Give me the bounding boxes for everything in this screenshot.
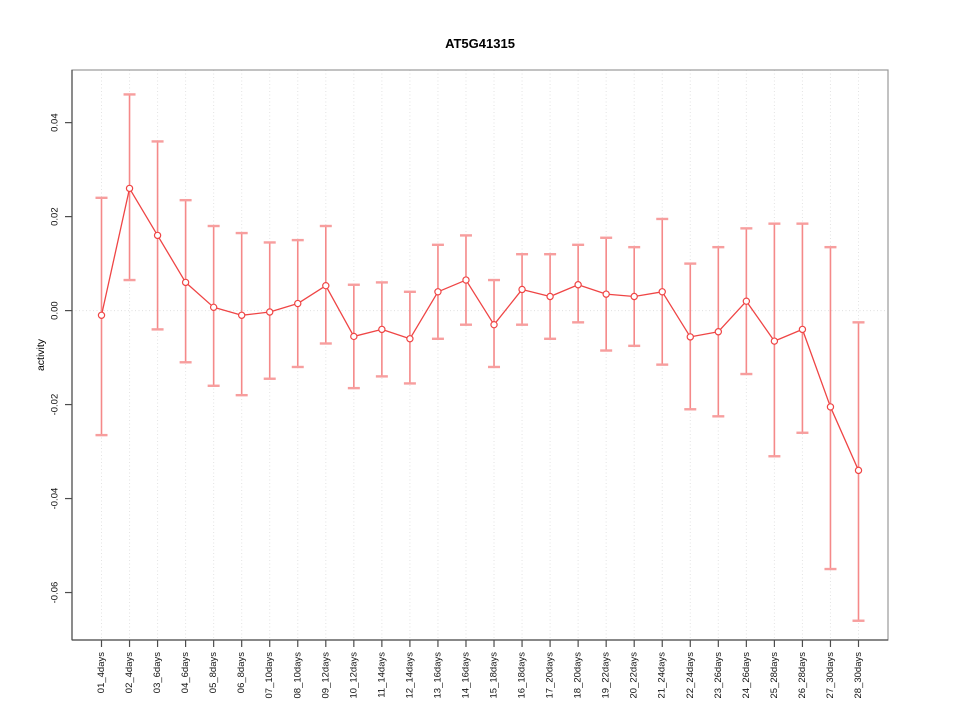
x-tick-label: 03_6days [152,652,163,693]
x-tick-label: 20_22days [629,652,640,699]
data-point [181,278,190,287]
x-tick-label: 09_12days [320,652,331,699]
x-tick-label: 15_18days [489,652,500,699]
data-point [378,325,386,334]
x-tick-label: 13_16days [432,652,443,699]
data-point [574,281,582,289]
y-tick-label: -0.06 [50,582,61,604]
x-tick-label: 28_30days [853,652,864,699]
data-point [854,466,863,475]
data-point [630,292,638,301]
x-tick-label: 14_16days [460,652,471,699]
data-point [266,308,274,316]
plot-box [71,69,889,641]
series-line [100,187,860,471]
x-tick-label: 27_30days [825,652,836,699]
x-tick-label: 17_20days [545,652,556,699]
data-point [742,297,751,305]
y-tick-label: 0.04 [50,113,61,132]
data-point [294,299,302,308]
x-tick-label: 12_14days [404,652,415,699]
data-point [602,290,610,298]
data-point [546,292,554,301]
data-point [462,276,470,284]
y-axis-label: activity [35,338,47,371]
trend-line [100,187,860,471]
data-point [125,184,134,193]
y-tick-label: -0.04 [50,488,61,510]
plot-frame [71,69,889,641]
data-point [350,332,358,341]
x-tick-label: 05_8days [208,652,219,693]
data-point [658,288,666,296]
x-tick-label: 18_20days [573,652,584,699]
data-point [714,328,723,336]
error-bars [95,93,865,622]
x-tick-label: 07_10days [264,652,275,699]
y-tick-label: 0.02 [50,207,61,226]
data-point [434,288,442,296]
data-point [209,303,218,312]
x-tick-label: 26_28days [797,652,808,699]
x-tick-label: 23_26days [713,652,724,699]
x-tick-label: 02_4days [124,652,135,693]
x-tick-label: 04_6days [180,652,191,693]
x-tick-label: 01_4days [96,652,107,693]
data-point [518,285,526,294]
x-tick-label: 10_12days [348,652,359,699]
data-point [237,311,246,319]
x-tick-label: 16_18days [517,652,528,699]
data-point [686,333,694,341]
data-point [153,231,162,240]
y-tick-label: -0.02 [50,394,61,416]
data-point [770,337,779,345]
data-point [798,325,807,334]
data-point [97,311,106,319]
x-tick-label: 06_8days [236,652,247,693]
x-tick-label: 08_10days [292,652,303,699]
data-points [97,184,863,475]
y-tick-label: 0.00 [50,301,61,320]
gridlines [72,70,888,640]
data-point [826,403,835,411]
x-tick-label: 19_22days [601,652,612,699]
axes: 0.04 0.02 0.00 -0.02 -0.04 -0.06 01_4days 02_4d… [50,70,888,699]
x-tick-label: 21_24days [657,652,668,699]
data-point [406,335,414,343]
data-point [490,320,498,329]
chart-title: AT5G41315 [445,36,515,51]
x-tick-label: 11_14days [376,652,387,698]
x-tick-label: 25_28days [769,652,780,699]
x-tick-label: 24_26days [741,652,752,699]
x-tick-label: 22_24days [685,652,696,699]
data-point [322,281,330,290]
